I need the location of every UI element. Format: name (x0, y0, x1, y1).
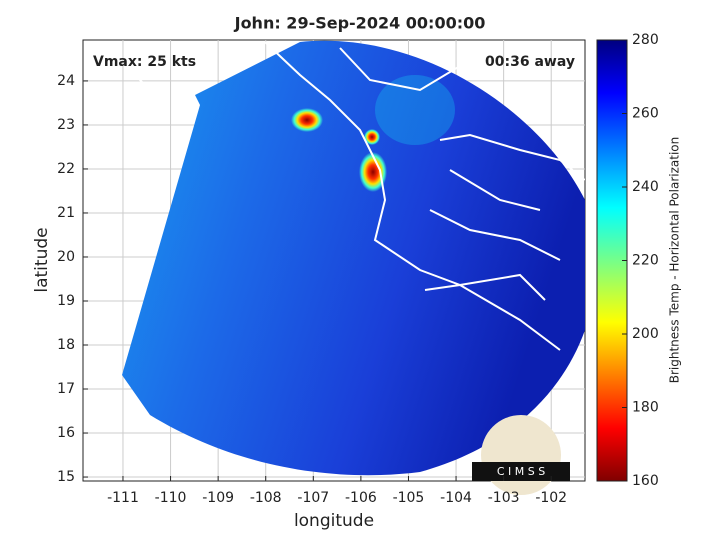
colorbar-tick-label: 180 (632, 400, 659, 416)
x-tick-label: -109 (202, 490, 234, 506)
x-tick-label: -110 (155, 490, 187, 506)
swath-image (122, 40, 585, 476)
x-tick-label: -106 (345, 490, 377, 506)
y-tick-label: 22 (57, 161, 75, 177)
colorbar-tick-label: 160 (632, 473, 659, 489)
x-tick-label: -102 (535, 490, 567, 506)
y-tick-label: 15 (57, 469, 75, 485)
annotation: Vmax: 25 kts (93, 54, 196, 70)
colorbar-label: Brightness Temp - Horizontal Polarizatio… (668, 137, 682, 384)
y-tick-label: 20 (57, 249, 75, 265)
colorbar-tick-label: 280 (632, 32, 659, 48)
y-tick-label: 24 (57, 73, 75, 89)
logo-text: C I M S S (497, 465, 545, 478)
y-tick-label: 23 (57, 117, 75, 133)
y-tick-label: 21 (57, 205, 75, 221)
colorbar-tick-label: 220 (632, 253, 659, 269)
colorbar-tick-label: 260 (632, 106, 659, 122)
y-tick-label: 18 (57, 337, 75, 353)
x-axis-label: longitude (294, 511, 374, 531)
x-tick-label: -105 (393, 490, 425, 506)
chart-title: John: 29-Sep-2024 00:00:00 (234, 14, 486, 33)
y-tick-label: 17 (57, 381, 75, 397)
x-tick-label: -111 (107, 490, 139, 506)
annotation: 00:36 away (485, 54, 575, 70)
y-tick-label: 19 (57, 293, 75, 309)
x-tick-label: -107 (297, 490, 329, 506)
x-tick-label: -103 (488, 490, 520, 506)
y-axis-label: latitude (32, 227, 52, 292)
logo: C I M S S (472, 415, 570, 495)
y-tick-label: 16 (57, 425, 75, 441)
colorbar-tick-label: 200 (632, 326, 659, 342)
colorbar-tick-label: 240 (632, 179, 659, 195)
x-tick-label: -108 (250, 490, 282, 506)
x-tick-label: -104 (440, 490, 472, 506)
